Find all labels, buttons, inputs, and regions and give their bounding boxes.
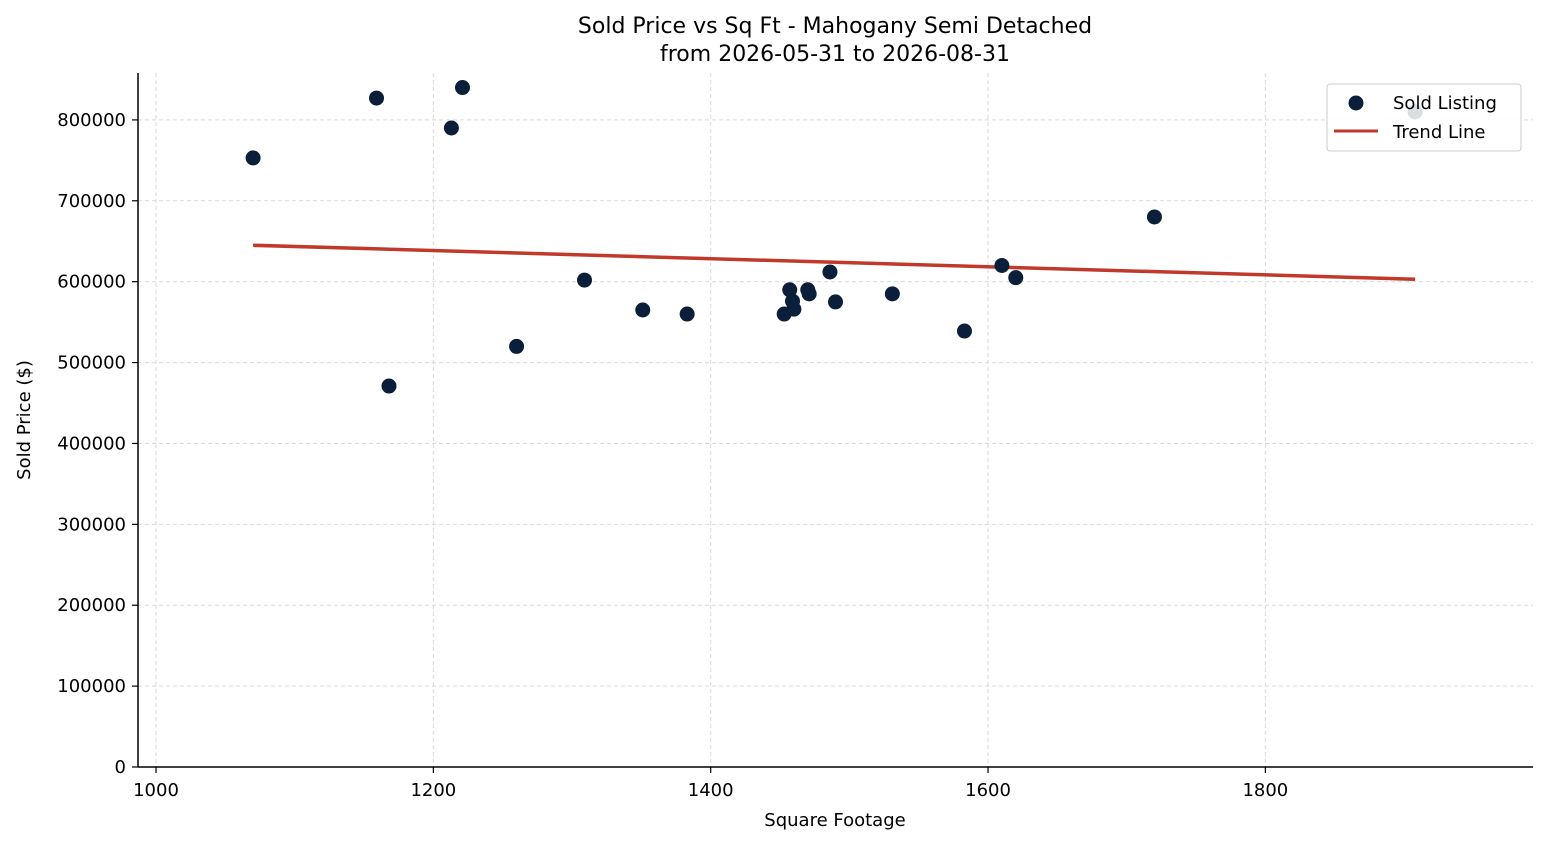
data-point	[443, 120, 459, 136]
x-tick-label: 1600	[965, 780, 1011, 801]
data-point	[822, 264, 838, 280]
grid-lines	[138, 73, 1533, 768]
y-tick-label: 400000	[57, 433, 126, 454]
data-point	[1146, 209, 1162, 225]
x-axis-label: Square Footage	[764, 810, 905, 831]
axes	[137, 73, 1533, 768]
y-tick-label: 800000	[57, 110, 126, 131]
data-point	[381, 378, 397, 394]
x-tick-label: 1000	[133, 780, 179, 801]
legend-marker-sold-listing	[1348, 95, 1364, 111]
trend-line	[253, 243, 1416, 282]
chart-title-line1: Sold Price vs Sq Ft - Mahogany Semi Deta…	[578, 14, 1092, 39]
data-point	[801, 286, 817, 302]
y-tick-label: 200000	[57, 595, 126, 616]
chart-title-line2: from 2026-05-31 to 2026-08-31	[660, 42, 1010, 67]
y-axis-label: Sold Price ($)	[14, 360, 35, 480]
data-point	[1008, 270, 1024, 286]
legend-box	[1326, 83, 1522, 152]
data-point	[782, 282, 798, 298]
data-point	[635, 302, 651, 318]
legend-label-sold-listing: Sold Listing	[1393, 93, 1497, 114]
data-point	[369, 90, 385, 106]
data-point	[454, 80, 470, 96]
data-point	[828, 294, 843, 310]
data-point	[245, 150, 261, 166]
data-point	[679, 306, 695, 322]
data-point	[956, 323, 972, 339]
x-tick-label: 1800	[1242, 780, 1288, 801]
y-tick-label: 100000	[57, 676, 126, 697]
data-points-layer	[245, 80, 1423, 394]
y-tick-label: 500000	[57, 353, 126, 374]
tick-labels: 1000 1200 1400 1600 1800 0 100000 200000 300000 4…	[57, 110, 1288, 801]
data-point	[786, 301, 802, 317]
legend-label-trend-line: Trend Line	[1392, 122, 1486, 143]
y-tick-label: 700000	[57, 191, 126, 212]
y-tick-label: 0	[115, 757, 126, 778]
legend: Sold Listing Trend Line	[1326, 83, 1522, 152]
data-point	[884, 286, 900, 302]
y-tick-label: 600000	[57, 272, 126, 293]
y-tick-label: 300000	[57, 514, 126, 535]
data-point	[577, 272, 593, 288]
x-tick-label: 1200	[410, 780, 456, 801]
x-tick-label: 1400	[688, 780, 734, 801]
data-point	[509, 338, 525, 354]
trend-line-layer	[253, 243, 1416, 282]
data-point	[994, 258, 1010, 274]
